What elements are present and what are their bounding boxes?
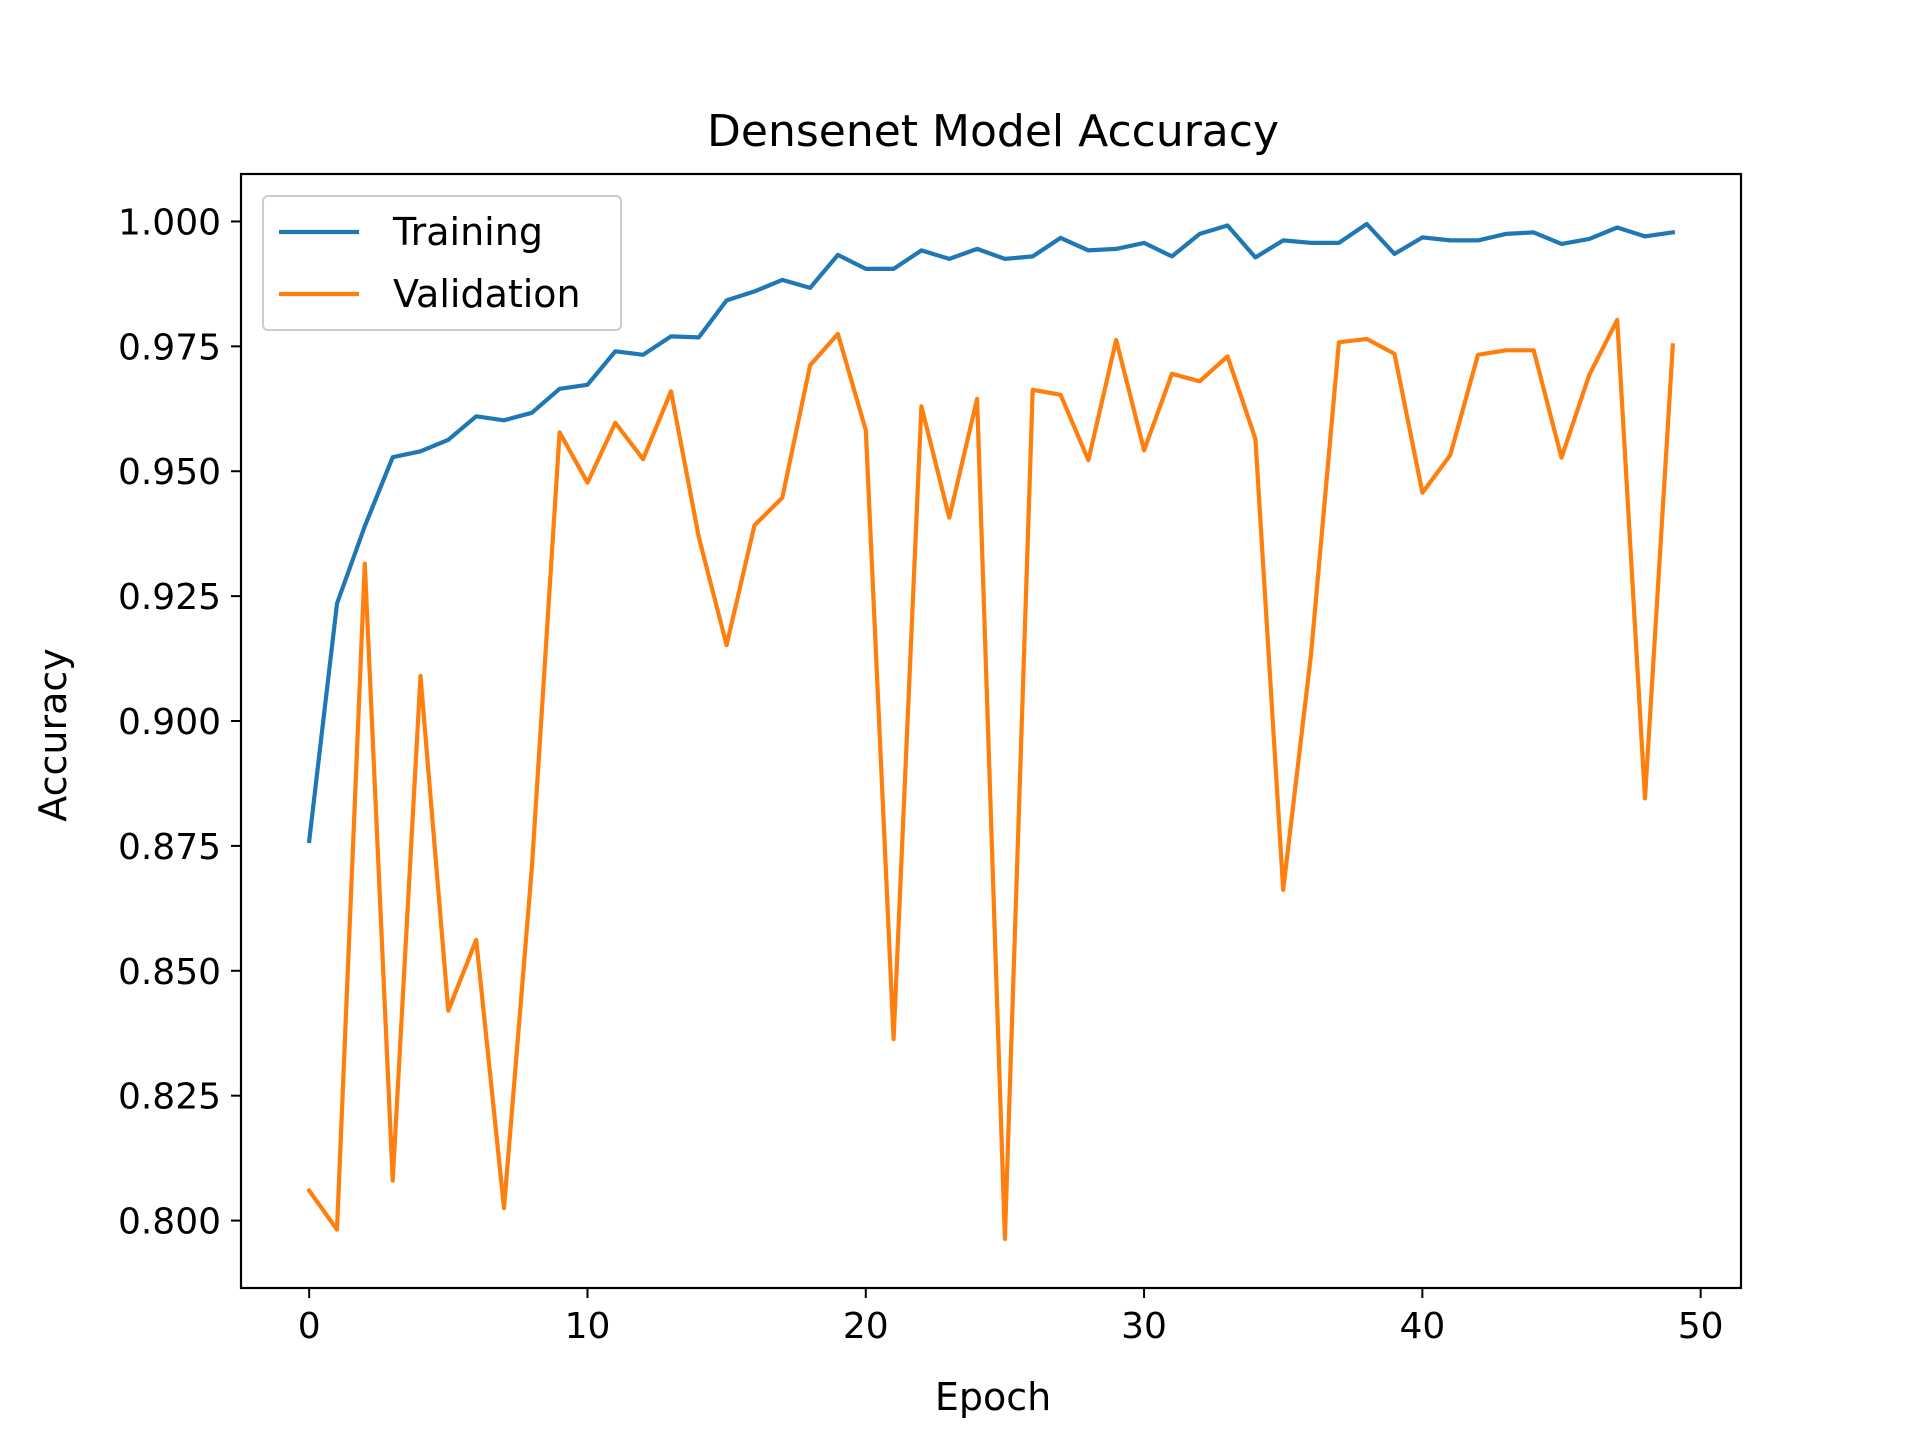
legend-box bbox=[262, 195, 622, 331]
y-tick-label: 0.825 bbox=[118, 1077, 221, 1118]
y-tick-label: 0.875 bbox=[118, 827, 221, 868]
legend-label-validation: Validation bbox=[393, 272, 581, 316]
y-tick-label: 0.850 bbox=[118, 952, 221, 993]
x-tick-label: 50 bbox=[1678, 1306, 1724, 1347]
legend-label-training: Training bbox=[392, 210, 543, 254]
y-tick-label: 0.900 bbox=[118, 702, 221, 743]
x-tick-label: 40 bbox=[1399, 1306, 1445, 1347]
y-tick-label: 0.975 bbox=[118, 327, 221, 368]
x-tick-label: 30 bbox=[1121, 1306, 1167, 1347]
y-tick-label: 0.800 bbox=[118, 1202, 221, 1243]
axes: 0 10 20 30 40 50 0.800 0.825 0.850 0.875 0.900 0.92… bbox=[118, 172, 1743, 1347]
plot-area bbox=[306, 221, 1676, 1242]
legend: Training Validation bbox=[262, 195, 622, 331]
x-tick-label: 10 bbox=[565, 1306, 611, 1347]
y-tick-label: 0.950 bbox=[118, 452, 221, 493]
y-tick-label: 1.000 bbox=[118, 202, 221, 243]
chart-title: Densenet Model Accuracy bbox=[707, 106, 1279, 157]
y-axis-label: Accuracy bbox=[31, 648, 75, 822]
series-line-training bbox=[306, 221, 1676, 844]
y-tick-label: 0.925 bbox=[118, 577, 221, 618]
x-axis-label: Epoch bbox=[935, 1375, 1051, 1419]
plot-frame bbox=[239, 172, 1743, 1290]
x-tick-label: 20 bbox=[843, 1306, 889, 1347]
x-tick-label: 0 bbox=[298, 1306, 321, 1347]
series-line-validation bbox=[306, 317, 1676, 1242]
